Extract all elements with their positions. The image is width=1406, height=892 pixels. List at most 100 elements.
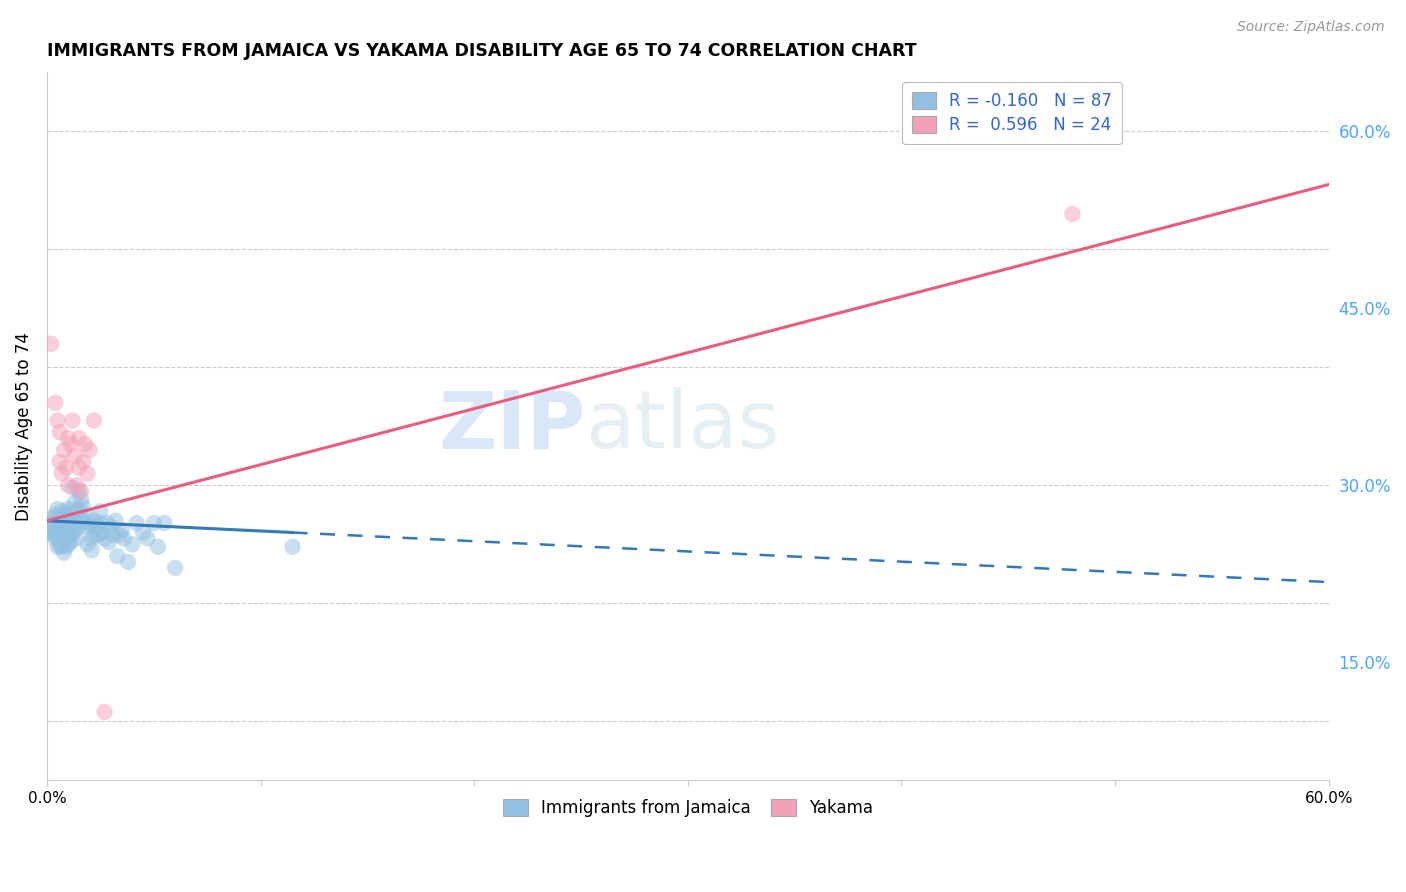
Point — [48, 537, 70, 551]
Point — [46, 528, 69, 542]
Point — [91, 525, 114, 540]
Point — [67, 484, 90, 499]
Point — [48, 455, 70, 469]
Point — [46, 540, 69, 554]
Point — [53, 535, 76, 549]
Point — [62, 528, 84, 542]
Point — [67, 502, 90, 516]
Point — [66, 478, 89, 492]
Point — [53, 516, 76, 530]
Point — [101, 528, 124, 542]
Point — [89, 516, 111, 530]
Point — [39, 511, 62, 525]
Point — [51, 467, 73, 481]
Point — [66, 516, 89, 530]
Point — [83, 528, 105, 542]
Point — [48, 425, 70, 440]
Point — [79, 442, 101, 457]
Point — [281, 540, 304, 554]
Point — [105, 549, 128, 563]
Point — [75, 508, 97, 522]
Point — [58, 478, 80, 492]
Point — [59, 437, 82, 451]
Point — [72, 455, 94, 469]
Point — [42, 519, 65, 533]
Point — [132, 525, 155, 540]
Point — [59, 525, 82, 540]
Point — [67, 519, 90, 533]
Point — [83, 413, 105, 427]
Point — [38, 516, 60, 530]
Legend: Immigrants from Jamaica, Yakama: Immigrants from Jamaica, Yakama — [495, 790, 882, 825]
Point — [142, 516, 165, 530]
Point — [89, 504, 111, 518]
Point — [48, 525, 70, 540]
Point — [62, 508, 84, 522]
Point — [55, 511, 77, 525]
Point — [53, 525, 76, 540]
Point — [136, 532, 159, 546]
Point — [96, 516, 118, 530]
Point — [76, 519, 98, 533]
Point — [67, 460, 90, 475]
Point — [63, 496, 86, 510]
Point — [53, 442, 76, 457]
Point — [80, 532, 103, 546]
Point — [62, 413, 84, 427]
Point — [93, 705, 115, 719]
Point — [58, 514, 80, 528]
Point — [76, 467, 98, 481]
Point — [84, 519, 107, 533]
Text: Source: ZipAtlas.com: Source: ZipAtlas.com — [1237, 20, 1385, 34]
Point — [51, 523, 73, 537]
Point — [59, 504, 82, 518]
Point — [51, 504, 73, 518]
Point — [48, 516, 70, 530]
Point — [80, 543, 103, 558]
Point — [44, 396, 66, 410]
Point — [72, 516, 94, 530]
Point — [58, 502, 80, 516]
Point — [79, 516, 101, 530]
Point — [121, 537, 143, 551]
Point — [42, 528, 65, 542]
Point — [44, 532, 66, 546]
Point — [55, 460, 77, 475]
Point — [83, 514, 105, 528]
Point — [53, 508, 76, 522]
Point — [75, 437, 97, 451]
Point — [58, 537, 80, 551]
Point — [87, 528, 110, 542]
Point — [63, 514, 86, 528]
Point — [46, 502, 69, 516]
Point — [59, 535, 82, 549]
Point — [72, 500, 94, 514]
Point — [70, 492, 93, 507]
Point — [44, 523, 66, 537]
Point — [108, 528, 131, 542]
Point — [55, 540, 77, 554]
Point — [46, 413, 69, 427]
Point — [59, 516, 82, 530]
Text: ZIP: ZIP — [439, 387, 585, 466]
Point — [93, 532, 115, 546]
Point — [58, 519, 80, 533]
Point — [39, 525, 62, 540]
Point — [66, 504, 89, 518]
Point — [44, 508, 66, 522]
Text: atlas: atlas — [585, 387, 780, 466]
Point — [104, 514, 127, 528]
Point — [117, 555, 139, 569]
Point — [55, 519, 77, 533]
Point — [70, 511, 93, 525]
Point — [51, 514, 73, 528]
Point — [111, 523, 134, 537]
Y-axis label: Disability Age 65 to 74: Disability Age 65 to 74 — [15, 332, 32, 521]
Point — [62, 481, 84, 495]
Point — [66, 532, 89, 546]
Point — [97, 535, 120, 549]
Point — [63, 523, 86, 537]
Point — [153, 516, 176, 530]
Point — [55, 532, 77, 546]
Point — [146, 540, 169, 554]
